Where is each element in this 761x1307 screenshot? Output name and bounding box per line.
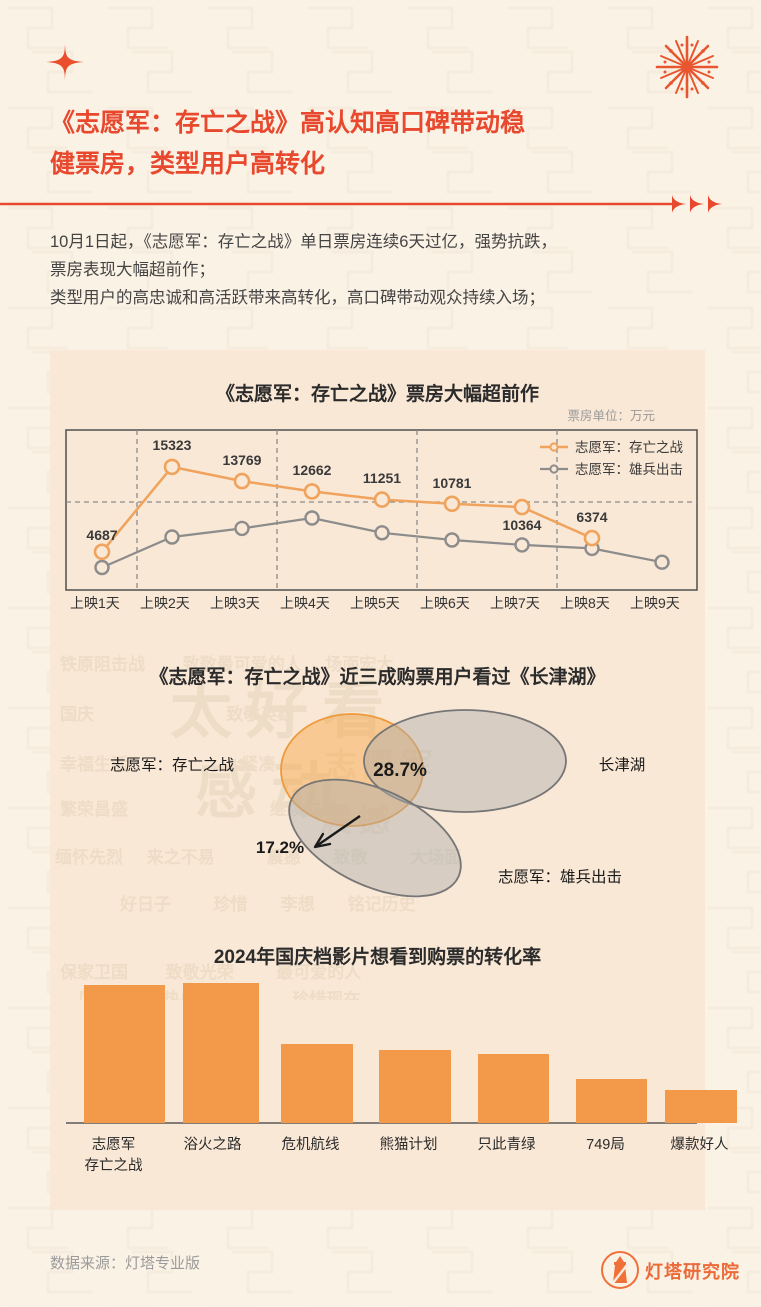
- svg-text:4687: 4687: [86, 527, 117, 543]
- svg-text:6374: 6374: [576, 509, 607, 525]
- svg-text:28.7%: 28.7%: [373, 760, 427, 781]
- svg-text:志愿军：雄兵出击: 志愿军：雄兵出击: [498, 868, 622, 886]
- svg-text:志愿军：雄兵出击: 志愿军：雄兵出击: [575, 462, 683, 477]
- svg-text:11251: 11251: [363, 470, 401, 486]
- svg-text:15323: 15323: [153, 437, 192, 453]
- svg-text:志愿军：存亡之战: 志愿军：存亡之战: [110, 756, 235, 774]
- svg-text:10364: 10364: [503, 517, 542, 533]
- svg-text:长津湖: 长津湖: [599, 756, 646, 774]
- svg-text:17.2%: 17.2%: [256, 838, 304, 857]
- svg-text:志愿军：存亡之战: 志愿军：存亡之战: [575, 440, 683, 455]
- svg-text:13769: 13769: [223, 452, 262, 468]
- svg-text:10781: 10781: [433, 475, 472, 491]
- svg-text:12662: 12662: [293, 462, 332, 478]
